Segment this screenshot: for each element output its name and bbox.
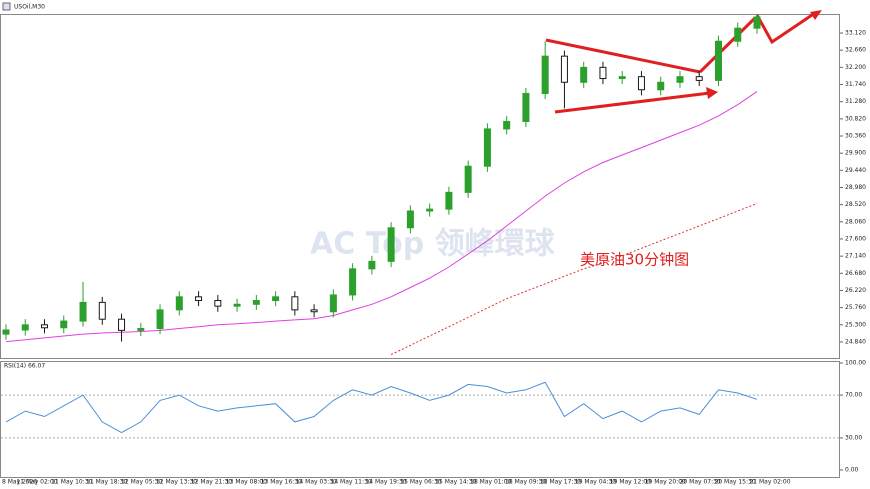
candle-body xyxy=(714,40,722,81)
candle-body xyxy=(233,303,241,307)
candle-body xyxy=(349,268,357,296)
x-tick-label: 12 May 13:30 xyxy=(156,479,197,486)
rsi-title: RSI(14) 66.07 xyxy=(4,363,45,370)
y-tick-label: 28.980 xyxy=(845,184,866,191)
y-tick-label: 27.140 xyxy=(845,253,866,260)
y-tick-label: 30.820 xyxy=(845,115,866,122)
x-tick-label: 20 May 15:30 xyxy=(715,479,756,486)
ma-line xyxy=(390,203,758,356)
x-tick-label: 14 May 11:30 xyxy=(331,479,372,486)
candle-body xyxy=(503,120,511,130)
rsi-tick-label: 30.00 xyxy=(845,434,862,441)
candle-body xyxy=(291,296,299,311)
rsi-tick-label: 0.00 xyxy=(845,467,859,474)
y-tick-label: 32.200 xyxy=(845,64,866,71)
candle-body xyxy=(676,76,684,83)
candle-body xyxy=(2,329,10,335)
y-tick-label: 27.600 xyxy=(845,235,866,242)
rsi-panel xyxy=(0,361,840,478)
x-tick-label: 12 May 05:30 xyxy=(121,479,162,486)
candle-body xyxy=(483,128,491,167)
candle-body xyxy=(426,208,434,212)
y-tick-label: 26.680 xyxy=(845,270,866,277)
ma-line xyxy=(5,91,758,343)
y-tick-label: 29.440 xyxy=(845,167,866,174)
y-tick-label: 25.300 xyxy=(845,321,866,328)
candle-body xyxy=(445,191,453,210)
candle-body xyxy=(98,301,106,320)
x-tick-label: 11 May 02:00 xyxy=(16,479,57,486)
y-tick-label: 28.060 xyxy=(845,218,866,225)
x-tick-label: 15 May 06:30 xyxy=(400,479,441,486)
x-tick-label: 18 May 09:30 xyxy=(505,479,546,486)
candle-body xyxy=(580,66,588,83)
candle-body xyxy=(329,294,337,313)
candle-body xyxy=(175,296,183,311)
candle-body xyxy=(522,92,530,122)
candle-body xyxy=(195,296,203,302)
x-tick-label: 15 May 14:30 xyxy=(435,479,476,486)
candle-body xyxy=(618,76,626,80)
candle-body xyxy=(41,324,49,329)
price-panel xyxy=(0,14,840,359)
arrows xyxy=(545,10,822,114)
candle-body xyxy=(21,324,29,331)
x-tick-label: 19 May 20:00 xyxy=(645,479,686,486)
candle-body xyxy=(156,309,164,330)
icon xyxy=(2,2,11,11)
x-tick-label: 19 May 04:30 xyxy=(575,479,616,486)
candle-body xyxy=(387,227,395,262)
candle-body xyxy=(368,260,376,270)
x-tick-label: 11 May 10:30 xyxy=(51,479,92,486)
candle-body xyxy=(137,328,145,331)
chart-title: USOil,M30 xyxy=(14,4,45,11)
y-tick-label: 29.900 xyxy=(845,150,866,157)
candle-body xyxy=(657,81,665,91)
y-tick-label: 25.760 xyxy=(845,304,866,311)
y-tick-label: 30.360 xyxy=(845,133,866,140)
y-tick-label: 24.840 xyxy=(845,338,866,345)
candle-body xyxy=(560,55,568,83)
watermark: AC Top 领峰環球 xyxy=(310,227,556,262)
candle-body xyxy=(272,296,280,302)
x-tick-label: 11 May 18:30 xyxy=(86,479,127,486)
x-tick-label: 14 May 03:30 xyxy=(296,479,337,486)
candle-body xyxy=(79,301,87,322)
rsi-line xyxy=(5,381,758,434)
x-tick-label: 13 May 16:30 xyxy=(261,479,302,486)
annotation: 美原油30分钟图 xyxy=(580,251,689,269)
x-tick-label: 12 May 21:30 xyxy=(191,479,232,486)
candle-body xyxy=(118,318,126,331)
x-tick-label: 18 May 01:00 xyxy=(470,479,511,486)
x-tick-label: 18 May 17:30 xyxy=(540,479,581,486)
candle-body xyxy=(214,300,222,307)
y-tick-label: 31.740 xyxy=(845,81,866,88)
candle-body xyxy=(695,76,703,81)
candle-body xyxy=(464,165,472,193)
x-tick-label: 21 May 02:00 xyxy=(749,479,790,486)
x-tick-label: 8 May 2020 xyxy=(2,479,37,486)
candle-body xyxy=(406,210,414,229)
candle-body xyxy=(310,309,318,313)
y-tick-label: 28.520 xyxy=(845,201,866,208)
y-tick-label: 26.220 xyxy=(845,287,866,294)
candle-body xyxy=(60,320,68,329)
candle-body xyxy=(753,16,761,29)
y-tick-label: 32.660 xyxy=(845,47,866,54)
candle-body xyxy=(252,300,260,305)
rsi-tick-label: 70.00 xyxy=(845,392,862,399)
x-tick-label: 20 May 07:30 xyxy=(680,479,721,486)
rsi-tick-label: 100.00 xyxy=(845,360,866,367)
candle-body xyxy=(599,66,607,80)
y-tick-label: 33.120 xyxy=(845,30,866,37)
candle-body xyxy=(637,76,645,91)
x-tick-label: 14 May 19:30 xyxy=(365,479,406,486)
x-tick-label: 13 May 08:00 xyxy=(226,479,267,486)
y-tick-label: 31.280 xyxy=(845,98,866,105)
candle-body xyxy=(734,27,742,42)
x-tick-label: 19 May 12:00 xyxy=(610,479,651,486)
candle-body xyxy=(541,55,549,94)
